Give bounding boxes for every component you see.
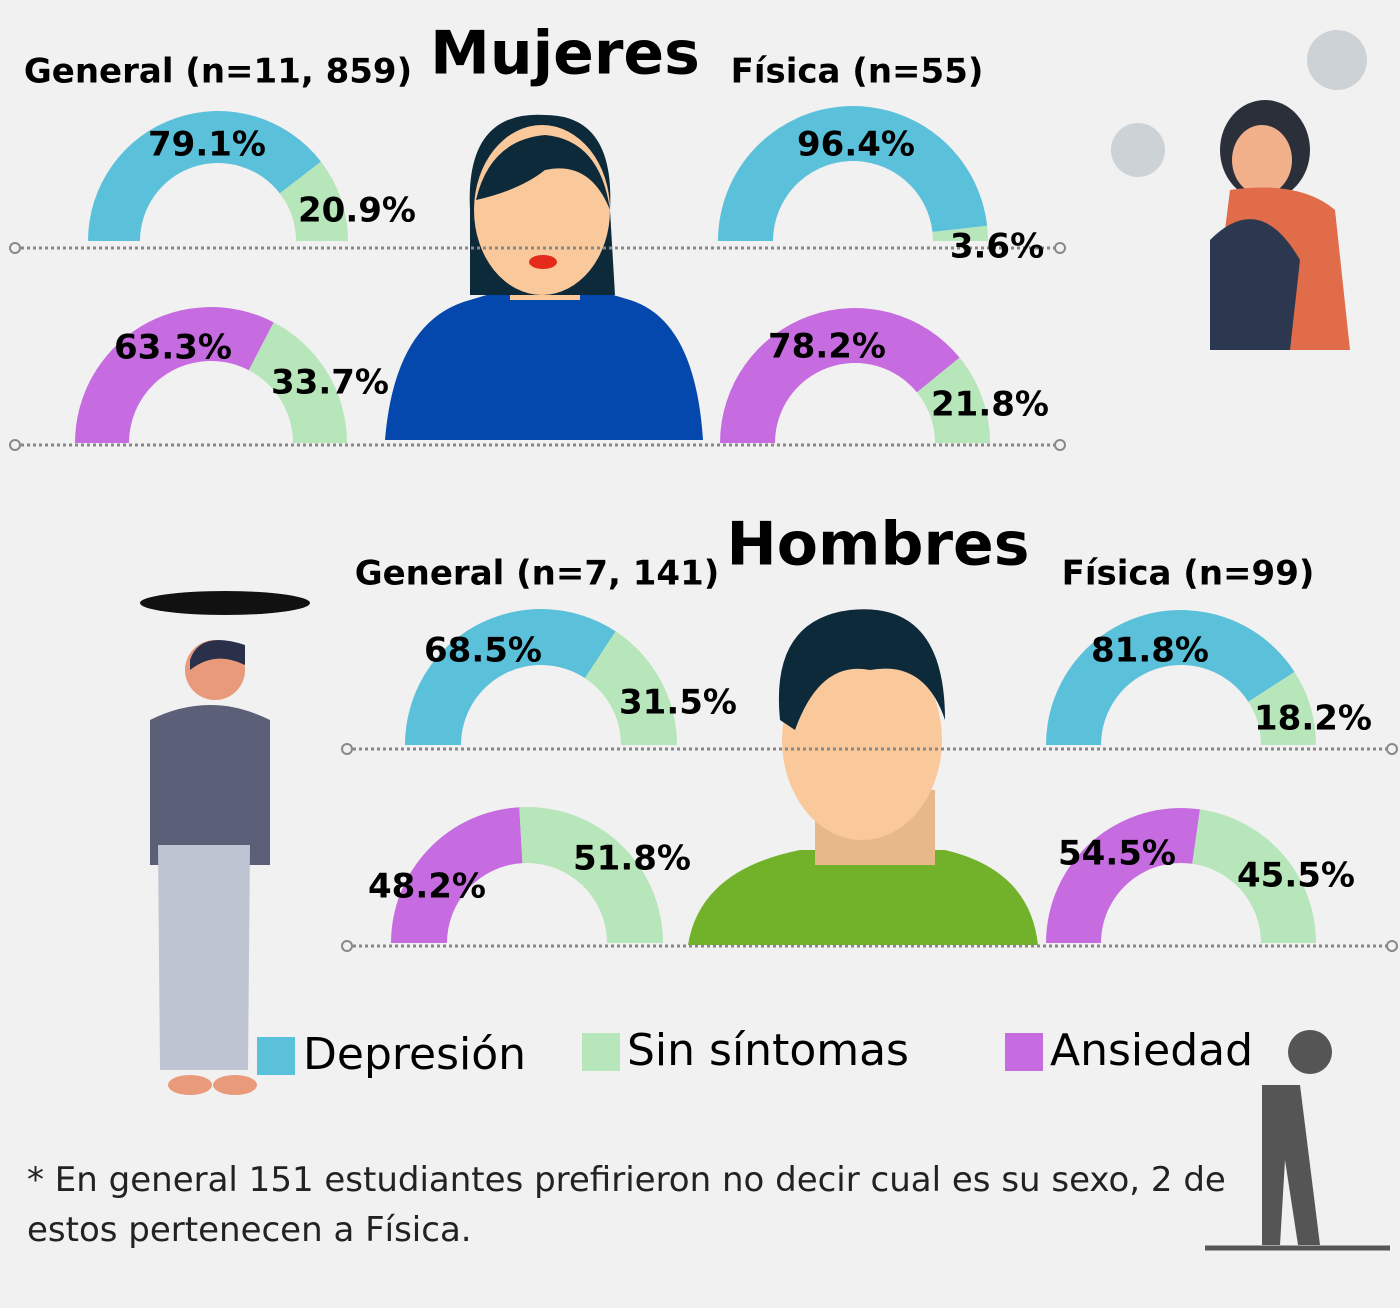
group-label: Física (n=99)	[1062, 554, 1315, 594]
sad-man-illustration	[140, 591, 310, 1095]
value-label: 33.7%	[271, 363, 389, 403]
value-label: 45.5%	[1237, 856, 1355, 896]
divider-end	[1055, 243, 1065, 253]
divider-end	[342, 744, 352, 754]
value-label: 63.3%	[114, 328, 232, 368]
divider-end	[10, 243, 20, 253]
half-donut-chart: 96.4% 3.6%	[718, 106, 1044, 266]
divider-end	[1387, 941, 1397, 951]
divider-end	[1387, 744, 1397, 754]
half-donut-chart: 81.8% 18.2%	[1046, 610, 1372, 745]
value-label: 21.8%	[931, 385, 1049, 425]
legend-swatch	[582, 1033, 620, 1071]
value-label: 81.8%	[1091, 631, 1209, 671]
value-label: 3.6%	[950, 227, 1044, 267]
group-label: General (n=11, 859)	[24, 52, 412, 92]
value-label: 20.9%	[298, 191, 416, 231]
legend-label: Sin síntomas	[627, 1025, 909, 1076]
half-donut-chart: 79.1% 20.9%	[88, 111, 416, 241]
half-donut-chart: 54.5% 45.5%	[1046, 808, 1355, 943]
man-illustration	[688, 609, 1038, 945]
half-donut-chart: 68.5% 31.5%	[405, 609, 737, 745]
section-title: Hombres	[727, 510, 1030, 580]
legend-label: Ansiedad	[1050, 1025, 1253, 1076]
legend-swatch	[1005, 1033, 1043, 1071]
sad-woman-illustration	[1111, 30, 1367, 350]
half-donut-chart: 63.3% 33.7%	[75, 307, 389, 443]
divider-end	[1055, 440, 1065, 450]
value-label: 54.5%	[1058, 834, 1176, 874]
section-title: Mujeres	[430, 19, 700, 89]
divider-end	[342, 941, 352, 951]
arc-segment	[1046, 808, 1200, 943]
value-label: 18.2%	[1254, 699, 1372, 739]
canvas: Mujeres General (n=11, 859) Física (n=55) H…	[0, 0, 1400, 1308]
half-donut-chart: 78.2% 21.8%	[720, 308, 1049, 443]
value-label: 79.1%	[148, 125, 266, 165]
value-label: 48.2%	[368, 867, 486, 907]
arc-segment	[405, 609, 616, 745]
divider-end	[10, 440, 20, 450]
group-label: General (n=7, 141)	[355, 554, 720, 594]
value-label: 51.8%	[573, 839, 691, 879]
woman-illustration	[385, 115, 703, 440]
legend-swatch	[257, 1037, 295, 1075]
legend-label: Depresión	[303, 1029, 526, 1080]
value-label: 68.5%	[424, 631, 542, 671]
value-label: 78.2%	[768, 327, 886, 367]
value-label: 31.5%	[619, 683, 737, 723]
half-donut-chart: 48.2% 51.8%	[368, 807, 691, 943]
group-label: Física (n=55)	[731, 52, 984, 92]
footnote: * En general 151 estudiantes prefirieron…	[27, 1155, 1267, 1255]
infographic: Mujeres General (n=11, 859) Física (n=55) H…	[0, 0, 1400, 1308]
value-label: 96.4%	[797, 125, 915, 165]
